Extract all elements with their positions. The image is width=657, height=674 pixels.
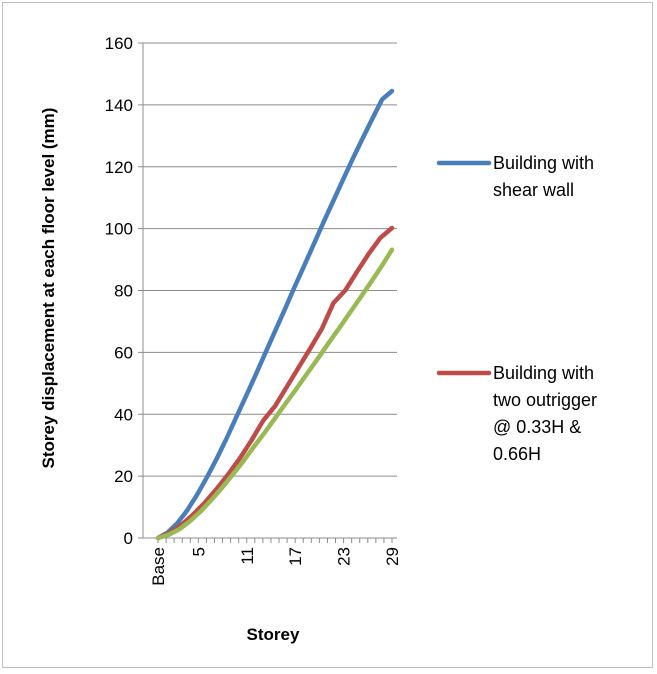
x-tick-label: 29 — [383, 547, 402, 566]
series-line-2 — [155, 225, 395, 541]
legend-label-1: Building with shear wall — [493, 153, 594, 200]
axes — [138, 42, 397, 543]
series-line-3 — [155, 247, 395, 541]
y-tick-label: 20 — [114, 467, 133, 486]
y-tick-label: 140 — [105, 96, 133, 115]
series-line-1 — [155, 88, 395, 541]
x-tick-label: Base — [149, 547, 168, 586]
x-tick-label: 11 — [238, 547, 257, 565]
chart-frame: 0 20 40 60 80 100 120 140 160 Base 5 11 17 23 29 Stor… — [2, 2, 653, 668]
y-tick-label: 100 — [105, 220, 133, 239]
y-tick-labels: 0 20 40 60 80 100 120 140 160 — [105, 34, 133, 548]
y-axis-label: Storey displacement at each floor level … — [39, 108, 58, 469]
x-tick-labels: Base 5 11 17 23 29 — [149, 547, 402, 586]
legend: Building with shear wall Building with two … — [436, 153, 597, 464]
y-tick-label: 120 — [105, 158, 133, 177]
series-lines — [155, 88, 395, 541]
x-axis-label: Storey — [247, 625, 300, 644]
y-tick-label: 160 — [105, 34, 133, 53]
y-tick-label: 40 — [114, 405, 133, 424]
x-tick-label: 5 — [189, 547, 208, 556]
y-tick-label: 60 — [114, 343, 133, 362]
line-chart: 0 20 40 60 80 100 120 140 160 Base 5 11 17 23 29 Stor… — [39, 34, 597, 644]
legend-label-2: Building with two outrigger @ 0.33H & 0.66H — [493, 363, 597, 464]
y-tick-label: 80 — [114, 282, 133, 301]
grid-lines — [143, 42, 397, 477]
x-tick-label: 17 — [286, 547, 305, 566]
x-tick-label: 23 — [335, 547, 354, 566]
y-tick-label: 0 — [124, 529, 133, 548]
